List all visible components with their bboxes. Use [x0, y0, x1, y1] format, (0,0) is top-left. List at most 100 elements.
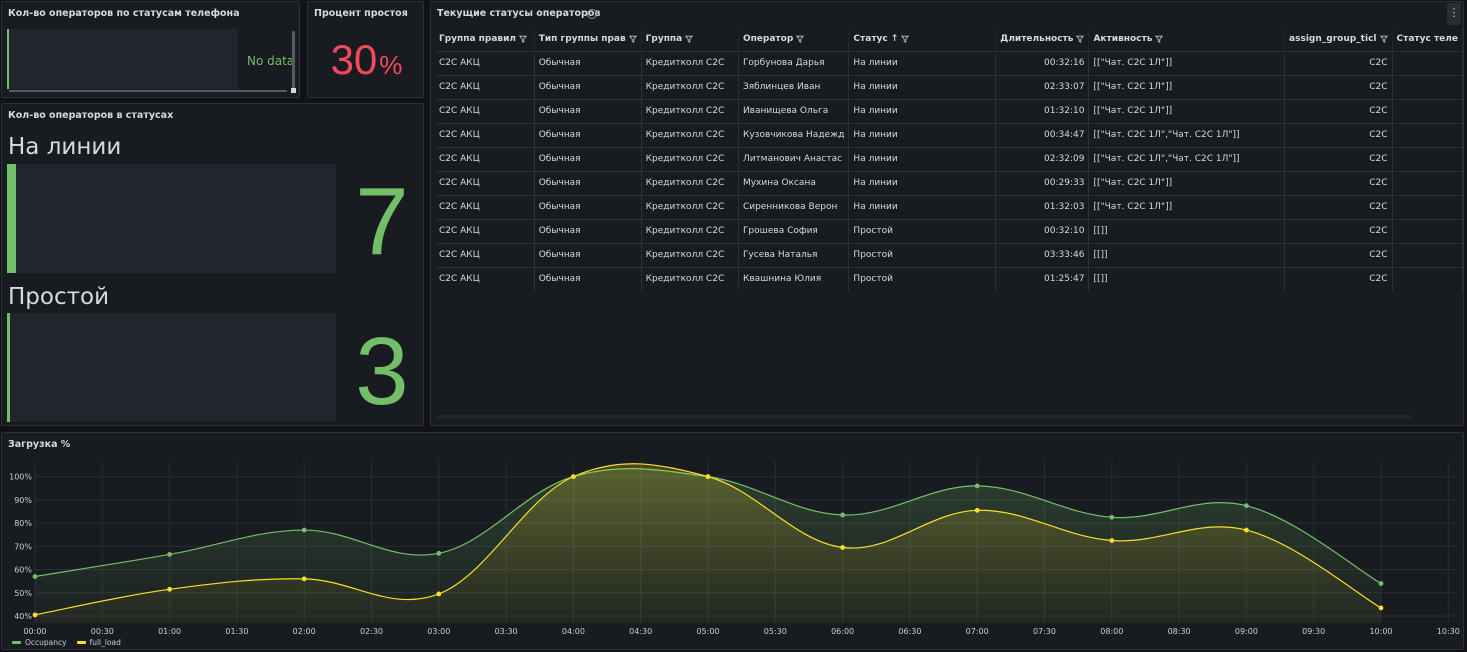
column-header[interactable]: Оператор — [738, 28, 850, 51]
table-cell: 00:29:33 — [995, 170, 1090, 195]
table-cell: Литманович Анастас — [738, 146, 850, 171]
filter-icon[interactable] — [626, 34, 637, 44]
x-tick-label: 05:30 — [764, 627, 787, 636]
series-area-full_load — [35, 463, 1381, 623]
data-point — [1378, 605, 1384, 611]
table-row[interactable]: C2C АКЦ Обычная Кредитколл C2C Кузовчикова … — [435, 122, 1463, 147]
table-row[interactable]: C2C АКЦ Обычная Кредитколл C2C Мухина Оксан… — [435, 170, 1463, 195]
table-row[interactable]: C2C АКЦ Обычная Кредитколл C2C Сиренникова … — [435, 194, 1463, 219]
x-tick-label: 07:00 — [966, 627, 989, 636]
data-point — [1244, 527, 1249, 533]
legend-item[interactable]: full_load — [76, 638, 121, 647]
filter-icon[interactable] — [682, 34, 694, 44]
panel-title[interactable]: Текущие статусы операторов — [437, 8, 601, 19]
table-cell: 00:32:16 — [995, 50, 1090, 75]
column-header[interactable]: Статус ↑ — [848, 28, 997, 51]
panel-menu-icon[interactable]: ⋮ — [1447, 3, 1461, 25]
table-cell: Обычная — [534, 194, 642, 219]
chart-legend: Occupancy full_load — [12, 638, 121, 647]
filter-icon[interactable] — [793, 34, 805, 44]
table-cell: Гусева Наталья — [738, 242, 850, 267]
column-header[interactable]: Группа — [641, 28, 739, 51]
filter-icon[interactable] — [898, 34, 910, 44]
table-cell: [["Чат. C2C 1Л"]] — [1088, 170, 1286, 195]
x-tick-label: 00:30 — [91, 627, 114, 636]
panel-title[interactable]: Кол-во операторов по статусам телефона — [8, 8, 240, 19]
data-point — [301, 527, 307, 533]
table-cell: Сиренникова Верон — [738, 194, 850, 219]
table-cell — [1392, 74, 1463, 99]
x-tick-label: 08:00 — [1100, 627, 1123, 636]
load-chart: 40% 50% 60% 70% 80% 90% 100% 00:00 00:30 01:00 01:… — [9, 461, 1460, 636]
filter-icon[interactable] — [1073, 34, 1085, 44]
table-cell: C2C — [1284, 242, 1393, 267]
table-cell: Обычная — [534, 122, 642, 147]
column-header[interactable]: Группа правил — [435, 28, 535, 51]
y-tick-label: 50% — [14, 589, 32, 598]
table-row[interactable]: C2C АКЦ Обычная Кредитколл C2C Горбунова Да… — [435, 50, 1463, 75]
table-cell: C2C — [1284, 170, 1393, 195]
column-header[interactable]: Статус теле — [1392, 28, 1463, 51]
data-point — [301, 576, 307, 582]
current-statuses-panel: Текущие статусы операторов i ⋮ Группа пр… — [430, 1, 1464, 426]
legend-swatch — [76, 641, 86, 644]
table-cell: Кредитколл C2C — [641, 122, 739, 147]
table-cell: Обычная — [534, 242, 642, 267]
table-cell: Простой — [848, 266, 997, 291]
table-cell: Обычная — [534, 74, 642, 99]
vertical-scrollbar[interactable] — [292, 31, 295, 89]
sort-ascending-icon[interactable]: ↑ — [890, 34, 899, 45]
table-cell: C2C — [1284, 74, 1393, 99]
table-cell: Обычная — [534, 266, 642, 291]
data-point — [167, 586, 173, 592]
panel-title[interactable]: Кол-во операторов в статусах — [8, 110, 174, 121]
resize-handle[interactable] — [291, 88, 296, 93]
table-cell: C2C АКЦ — [435, 170, 535, 195]
column-header-label: assign_group_ticl — [1289, 34, 1377, 45]
table-cell: C2C АКЦ — [435, 266, 535, 291]
data-point — [32, 612, 38, 618]
filter-icon[interactable] — [1377, 34, 1388, 44]
table-cell: Кредитколл C2C — [641, 146, 739, 171]
table-row[interactable]: C2C АКЦ Обычная Кредитколл C2C Литманович А… — [435, 146, 1463, 171]
table-row[interactable]: C2C АКЦ Обычная Кредитколл C2C Грошева Софи… — [435, 218, 1463, 243]
x-tick-label: 01:30 — [225, 627, 248, 636]
horizontal-scrollbar[interactable] — [437, 415, 1413, 419]
stat-box-online — [7, 164, 336, 273]
table-cell: C2C АКЦ — [435, 98, 535, 123]
y-tick-label: 40% — [14, 612, 32, 621]
table-cell: C2C — [1284, 98, 1393, 123]
filter-icon[interactable] — [1152, 34, 1164, 44]
table-cell: Обычная — [534, 50, 642, 75]
table-row[interactable]: C2C АКЦ Обычная Кредитколл C2C Иванищева Ол… — [435, 98, 1463, 123]
filter-icon[interactable] — [516, 34, 528, 44]
data-point — [840, 512, 845, 518]
horizontal-scrollbar[interactable] — [9, 90, 287, 92]
table-row[interactable]: C2C АКЦ Обычная Кредитколл C2C Квашнина Юли… — [435, 266, 1463, 291]
table-cell: C2C — [1284, 146, 1393, 171]
column-header[interactable]: Активность — [1088, 28, 1286, 51]
info-icon[interactable]: i — [587, 9, 597, 19]
table-row[interactable]: C2C АКЦ Обычная Кредитколл C2C Гусева Натал… — [435, 242, 1463, 267]
data-point — [1109, 538, 1115, 543]
x-tick-label: 05:00 — [696, 627, 719, 636]
data-point — [436, 591, 442, 597]
x-tick-label: 04:00 — [562, 627, 585, 636]
table-cell: Кредитколл C2C — [641, 242, 739, 267]
column-header[interactable]: Длительность — [995, 28, 1090, 51]
table-cell: Кузовчикова Надежд — [738, 122, 850, 147]
x-tick-label: 09:00 — [1235, 627, 1258, 636]
legend-swatch — [12, 641, 21, 644]
panel-title[interactable]: Процент простоя — [314, 8, 408, 19]
panel-title[interactable]: Загрузка % — [8, 439, 71, 450]
table-cell: На линии — [848, 122, 997, 147]
stat-label-online: На линии — [8, 134, 122, 160]
load-panel: Загрузка % 40% 50% 60% 70% 80% 90% 100% 00:00 00… — [1, 432, 1464, 650]
column-header[interactable]: Тип группы прав — [534, 28, 642, 51]
table-cell: Обычная — [534, 98, 642, 123]
legend-item[interactable]: Occupancy — [12, 638, 67, 647]
column-header[interactable]: assign_group_ticl — [1284, 28, 1393, 51]
table-row[interactable]: C2C АКЦ Обычная Кредитколл C2C Зяблинцев Ив… — [435, 74, 1463, 99]
table-cell: Кредитколл C2C — [641, 194, 739, 219]
table-cell — [1392, 218, 1463, 243]
